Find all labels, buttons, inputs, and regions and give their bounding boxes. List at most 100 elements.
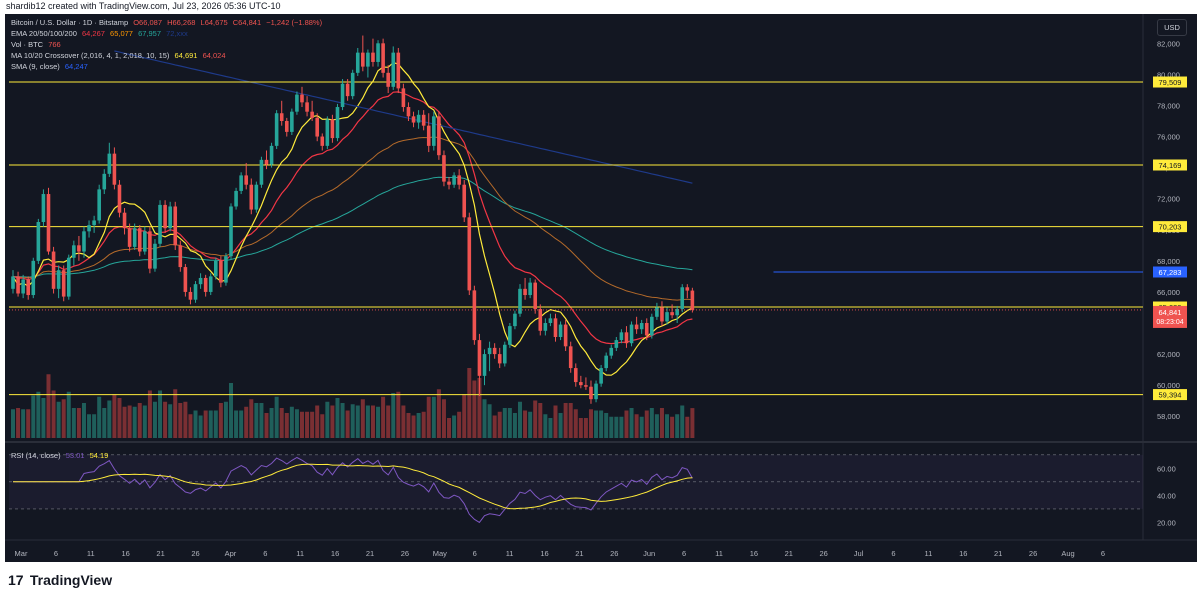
candle-body: [411, 116, 416, 123]
rsi-tick-label: 20.00: [1157, 518, 1176, 527]
volume-bar: [158, 390, 163, 438]
candle-body: [102, 173, 107, 190]
candle-body: [472, 290, 477, 341]
candle-body: [239, 175, 243, 191]
candle-body: [31, 260, 36, 296]
candle-body: [143, 231, 147, 252]
volume-bar: [97, 396, 102, 438]
volume-bar: [102, 408, 107, 438]
volume-bar: [452, 415, 457, 438]
candle-body: [639, 323, 644, 330]
candle-body: [229, 206, 233, 257]
volume-bar: [234, 410, 239, 438]
volume-bar: [264, 413, 269, 438]
volume-bar: [193, 410, 198, 438]
volume-bar: [512, 413, 517, 438]
volume-bar: [365, 405, 370, 438]
candle-body: [26, 279, 31, 296]
time-tick-label: 26: [1029, 549, 1037, 558]
candle-body: [432, 116, 436, 146]
candle-body: [634, 324, 639, 330]
candle-body: [153, 243, 157, 269]
ema-100-line: [12, 176, 693, 278]
volume-bar: [502, 408, 507, 438]
ema-value-4: 72,xxx: [166, 29, 188, 38]
price-tick-label: 60,000: [1157, 381, 1180, 390]
volume-bar: [81, 403, 86, 438]
volume-bar: [284, 413, 289, 438]
candle-body: [614, 340, 619, 348]
candle-body: [447, 181, 451, 185]
rsi-line: [13, 456, 693, 524]
volume-bar: [594, 410, 599, 438]
candle-body: [173, 206, 178, 246]
time-tick-label: 6: [54, 549, 58, 558]
volume-bar: [492, 415, 497, 438]
candle-body: [41, 194, 46, 223]
volume-bar: [609, 416, 614, 438]
candle-body: [391, 52, 396, 87]
candle-body: [11, 276, 15, 289]
candle-body: [502, 344, 507, 364]
chart-svg[interactable]: 82,00080,00078,00076,00074,00072,00070,0…: [5, 14, 1197, 562]
volume-bar: [254, 403, 259, 438]
volume-bar: [355, 405, 360, 438]
volume-bar: [112, 394, 117, 438]
candle-body: [234, 190, 238, 207]
volume-bar: [208, 410, 213, 438]
time-tick-label: Mar: [15, 549, 28, 558]
time-tick-label: 16: [122, 549, 130, 558]
time-tick-label: 21: [366, 549, 374, 558]
volume-bar: [168, 404, 173, 438]
volume-bar: [685, 416, 690, 438]
volume-bar: [117, 398, 122, 438]
volume-bar: [604, 413, 609, 438]
candle-body: [112, 153, 117, 185]
tradingview-logo[interactable]: 17 TradingView: [8, 572, 112, 588]
candle-body: [650, 316, 654, 336]
volume-bar: [370, 405, 375, 438]
volume-bar: [548, 418, 553, 438]
level-label-bg: [1153, 76, 1187, 88]
ema-value-3: 67,957: [138, 29, 162, 38]
legend-rsi-line: RSI (14, close) 53.01 54.19: [11, 451, 111, 460]
volume-bar: [239, 410, 244, 438]
candle-body: [548, 318, 553, 324]
time-tick-label: 6: [1101, 549, 1105, 558]
candle-body: [665, 312, 669, 322]
volume-bar: [391, 393, 396, 438]
candle-body: [497, 354, 502, 364]
volume-bar: [568, 403, 573, 438]
candle-body: [518, 288, 522, 314]
ema-50-line: [12, 136, 693, 301]
candle-body: [274, 113, 279, 146]
candle-body: [132, 228, 137, 247]
candle-body: [487, 347, 492, 355]
legend-ema-line: EMA 20/50/100/200 64,267 65,077 67,957 7…: [11, 29, 191, 38]
candle-body: [127, 228, 132, 247]
volume-bar: [533, 400, 538, 438]
chart-panel[interactable]: 82,00080,00078,00076,00074,00072,00070,0…: [5, 14, 1197, 562]
ma-label: MA 10/20 Crossover (2,016, 4, 1, 2,018, …: [11, 51, 170, 60]
time-tick-label: 26: [401, 549, 409, 558]
volume-bar: [436, 389, 441, 438]
volume-bar: [401, 405, 406, 438]
symbol-name: Bitcoin / U.S. Dollar · 1D · Bitstamp: [11, 18, 129, 27]
candle-body: [685, 287, 690, 291]
volume-bar: [665, 414, 670, 438]
candle-body: [416, 114, 421, 123]
candle-body: [137, 228, 142, 252]
candle-body: [386, 72, 390, 87]
candle-body: [335, 107, 340, 139]
candle-body: [538, 309, 543, 331]
currency-button[interactable]: USD: [1157, 19, 1187, 36]
ema-value-1: 64,267: [81, 29, 105, 38]
volume-bar: [497, 411, 502, 438]
candle-body: [366, 52, 370, 67]
volume-bar: [599, 410, 604, 438]
level-label: 59,394: [1159, 391, 1182, 400]
level-label: 67,283: [1159, 268, 1182, 277]
level-label: 74,169: [1159, 161, 1182, 170]
volume-bar: [518, 401, 522, 438]
